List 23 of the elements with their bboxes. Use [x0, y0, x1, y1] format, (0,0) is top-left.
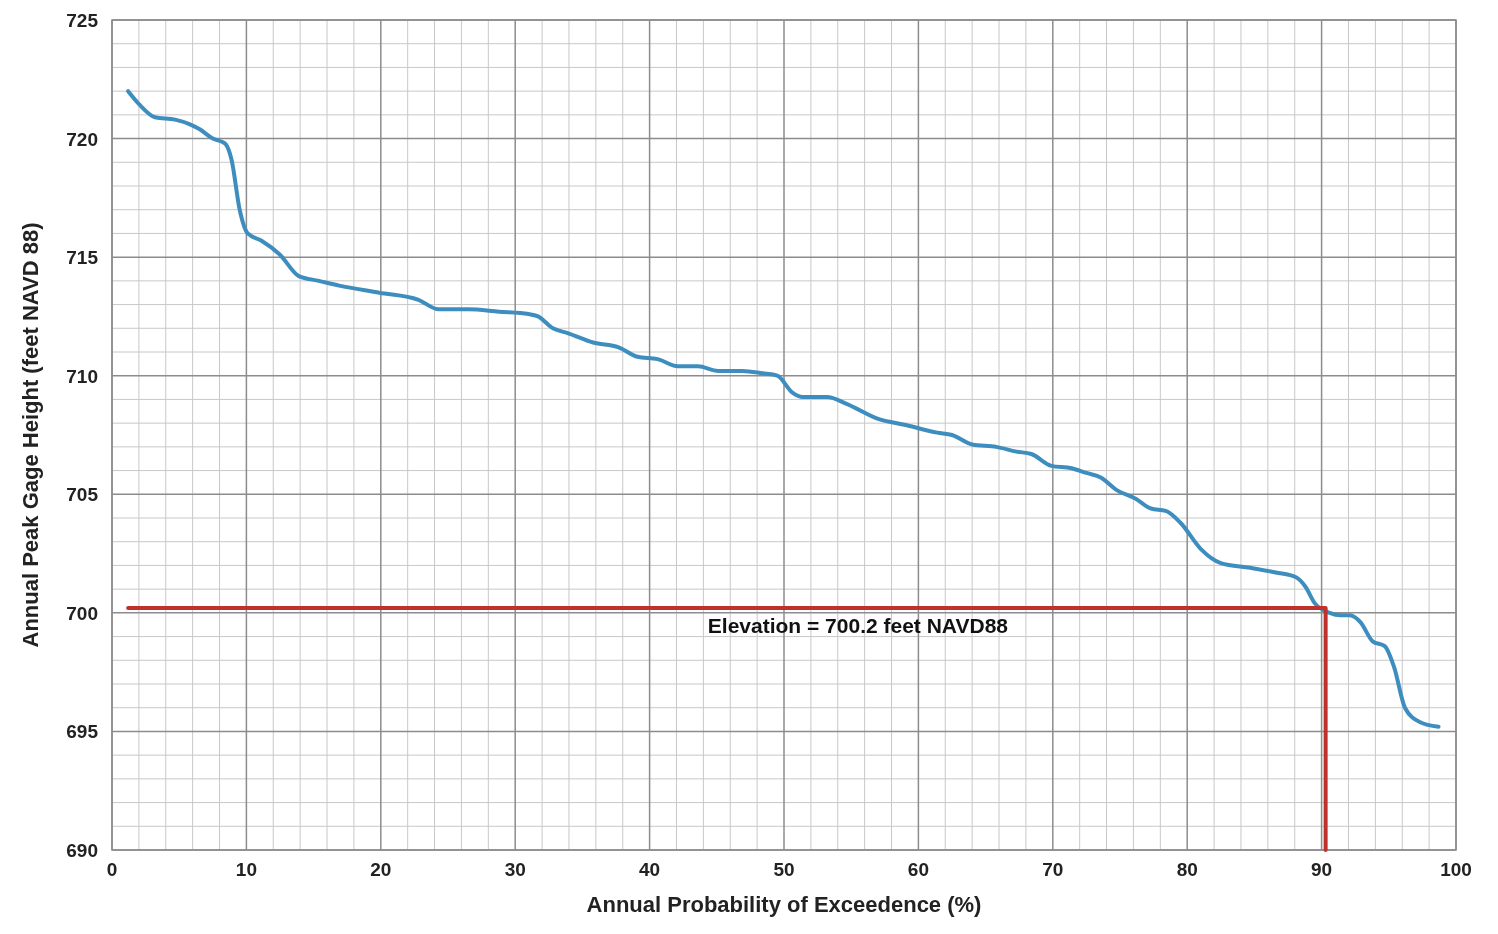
x-tick-label: 0: [106, 859, 118, 880]
x-tick-label: 30: [504, 859, 526, 880]
x-tick-label: 10: [235, 859, 257, 880]
x-axis-title: Annual Probability of Exceedence (%): [586, 892, 982, 917]
y-tick-label: 690: [66, 840, 98, 861]
x-tick-label: 100: [1440, 859, 1472, 880]
x-tick-label: 70: [1042, 859, 1064, 880]
y-tick-label: 705: [66, 484, 99, 506]
annotation: Elevation = 700.2 feet NAVD88: [707, 613, 1009, 637]
y-axis-title: Annual Peak Gage Height (feet NAVD 88): [18, 222, 43, 648]
x-tick-label: 90: [1311, 859, 1333, 880]
y-tick-label: 715: [66, 247, 99, 269]
x-tick-label: 60: [907, 859, 929, 880]
x-tick-label: 20: [370, 859, 392, 880]
y-tick-label: 700: [66, 602, 98, 624]
y-tick-label: 710: [66, 365, 98, 387]
y-tick-label: 720: [66, 128, 98, 150]
x-tick-label: 80: [1176, 859, 1198, 880]
line-series: [126, 89, 1441, 729]
x-tick-label: 40: [639, 859, 661, 880]
x-tick-label: 50: [773, 859, 795, 880]
y-tick-label: 695: [66, 721, 99, 743]
y-tick-label: 725: [66, 10, 99, 31]
